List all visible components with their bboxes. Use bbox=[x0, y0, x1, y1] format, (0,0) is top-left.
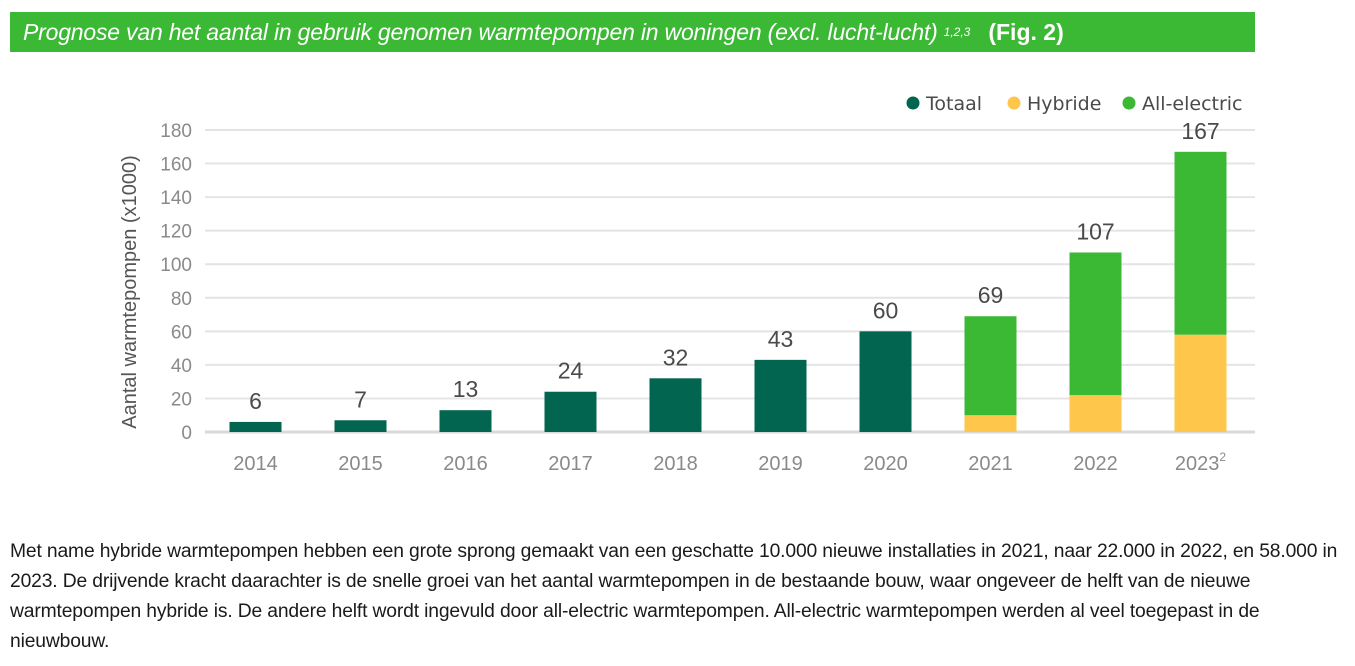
x-tick-label: 2014 bbox=[233, 453, 278, 475]
x-tick-label: 2021 bbox=[968, 453, 1013, 475]
bar-hybride-2023 bbox=[1174, 334, 1227, 432]
bar-hybride-2021 bbox=[964, 415, 1017, 432]
data-label: 69 bbox=[978, 282, 1004, 308]
y-tick-label: 160 bbox=[160, 155, 192, 176]
figure-title-footnote: 1,2,3 bbox=[943, 25, 971, 39]
figure-title: Prognose van het aantal in gebruik genom… bbox=[23, 18, 938, 45]
data-label: 24 bbox=[558, 358, 584, 384]
legend-label: All-electric bbox=[1142, 93, 1243, 115]
bar-totaal-2017 bbox=[544, 391, 597, 432]
data-label: 7 bbox=[354, 386, 367, 412]
legend-swatch bbox=[906, 96, 920, 110]
data-label: 6 bbox=[249, 388, 262, 414]
x-tick-text: 2016 bbox=[443, 453, 488, 475]
y-tick-label: 180 bbox=[160, 121, 192, 142]
x-tick-text: 2014 bbox=[233, 453, 278, 475]
x-tick-text: 2023 bbox=[1175, 453, 1220, 475]
x-tick-label: 2018 bbox=[653, 453, 698, 475]
data-label: 13 bbox=[453, 376, 479, 402]
y-tick-label: 100 bbox=[160, 255, 192, 276]
legend-swatch bbox=[1007, 96, 1021, 110]
figure-label: (Fig. 2) bbox=[988, 18, 1064, 45]
bar-all-electric-2023 bbox=[1174, 151, 1227, 335]
x-tick-label: 2017 bbox=[548, 453, 593, 475]
bar-chart: 0 20 40 60 80 100 120 140 160 180 Aantal warmtepo… bbox=[119, 93, 1255, 475]
body-paragraph: Met name hybride warmtepompen hebben een… bbox=[10, 541, 1338, 652]
bar-totaal-2019 bbox=[754, 359, 807, 432]
x-tick-label: 2015 bbox=[338, 453, 383, 475]
y-axis-ticks: 0 20 40 60 80 100 120 140 160 180 bbox=[160, 121, 192, 444]
x-axis-ticks: 2014 2015 2016 2017 2018 2019 2020 2021 2022 2023… bbox=[233, 450, 1226, 475]
y-tick-label: 80 bbox=[171, 289, 192, 310]
gridlines bbox=[205, 129, 1255, 434]
legend: Totaal Hybride All-electric bbox=[906, 93, 1243, 115]
bar-hybride-2022 bbox=[1069, 395, 1122, 432]
bars bbox=[229, 151, 1227, 432]
data-labels: 6 7 13 24 32 43 60 69 107 167 bbox=[249, 118, 1220, 414]
data-label: 32 bbox=[663, 344, 689, 370]
data-label: 60 bbox=[873, 297, 899, 323]
legend-item-hybride: Hybride bbox=[1007, 93, 1101, 115]
bar-totaal-2020 bbox=[859, 331, 912, 432]
y-tick-label: 120 bbox=[160, 222, 192, 243]
figure-title-bar: Prognose van het aantal in gebruik genom… bbox=[10, 12, 1255, 52]
x-tick-text: 2020 bbox=[863, 453, 908, 475]
y-tick-label: 40 bbox=[171, 356, 192, 377]
bar-all-electric-2022 bbox=[1069, 252, 1122, 396]
x-tick-text: 2019 bbox=[758, 453, 803, 475]
x-tick-label: 2020 bbox=[863, 453, 908, 475]
x-tick-label: 20232 bbox=[1175, 450, 1227, 475]
bar-totaal-2015 bbox=[334, 420, 387, 432]
x-tick-text: 2018 bbox=[653, 453, 698, 475]
x-tick-text: 2015 bbox=[338, 453, 383, 475]
y-axis-label: Aantal warmtepompen (x1000) bbox=[119, 155, 141, 428]
y-tick-label: 60 bbox=[171, 322, 192, 343]
data-label: 167 bbox=[1181, 118, 1219, 144]
legend-swatch bbox=[1122, 96, 1136, 110]
legend-label: Hybride bbox=[1027, 93, 1101, 115]
bar-totaal-2016 bbox=[439, 410, 492, 432]
bar-totaal-2014 bbox=[229, 421, 282, 432]
data-label: 107 bbox=[1076, 218, 1114, 244]
bar-totaal-2018 bbox=[649, 378, 702, 432]
x-tick-label: 2019 bbox=[758, 453, 803, 475]
y-tick-label: 140 bbox=[160, 188, 192, 209]
x-tick-label: 2016 bbox=[443, 453, 488, 475]
x-tick-text: 2021 bbox=[968, 453, 1013, 475]
data-label: 43 bbox=[768, 326, 794, 352]
legend-item-totaal: Totaal bbox=[906, 93, 982, 115]
x-tick-footnote: 2 bbox=[1219, 450, 1226, 464]
x-tick-text: 2017 bbox=[548, 453, 593, 475]
bar-all-electric-2021 bbox=[964, 316, 1017, 416]
x-tick-text: 2022 bbox=[1073, 453, 1118, 475]
y-tick-label: 20 bbox=[171, 389, 192, 410]
legend-item-all-electric: All-electric bbox=[1122, 93, 1243, 115]
x-tick-label: 2022 bbox=[1073, 453, 1118, 475]
legend-label: Totaal bbox=[925, 93, 982, 115]
y-tick-label: 0 bbox=[181, 423, 192, 444]
